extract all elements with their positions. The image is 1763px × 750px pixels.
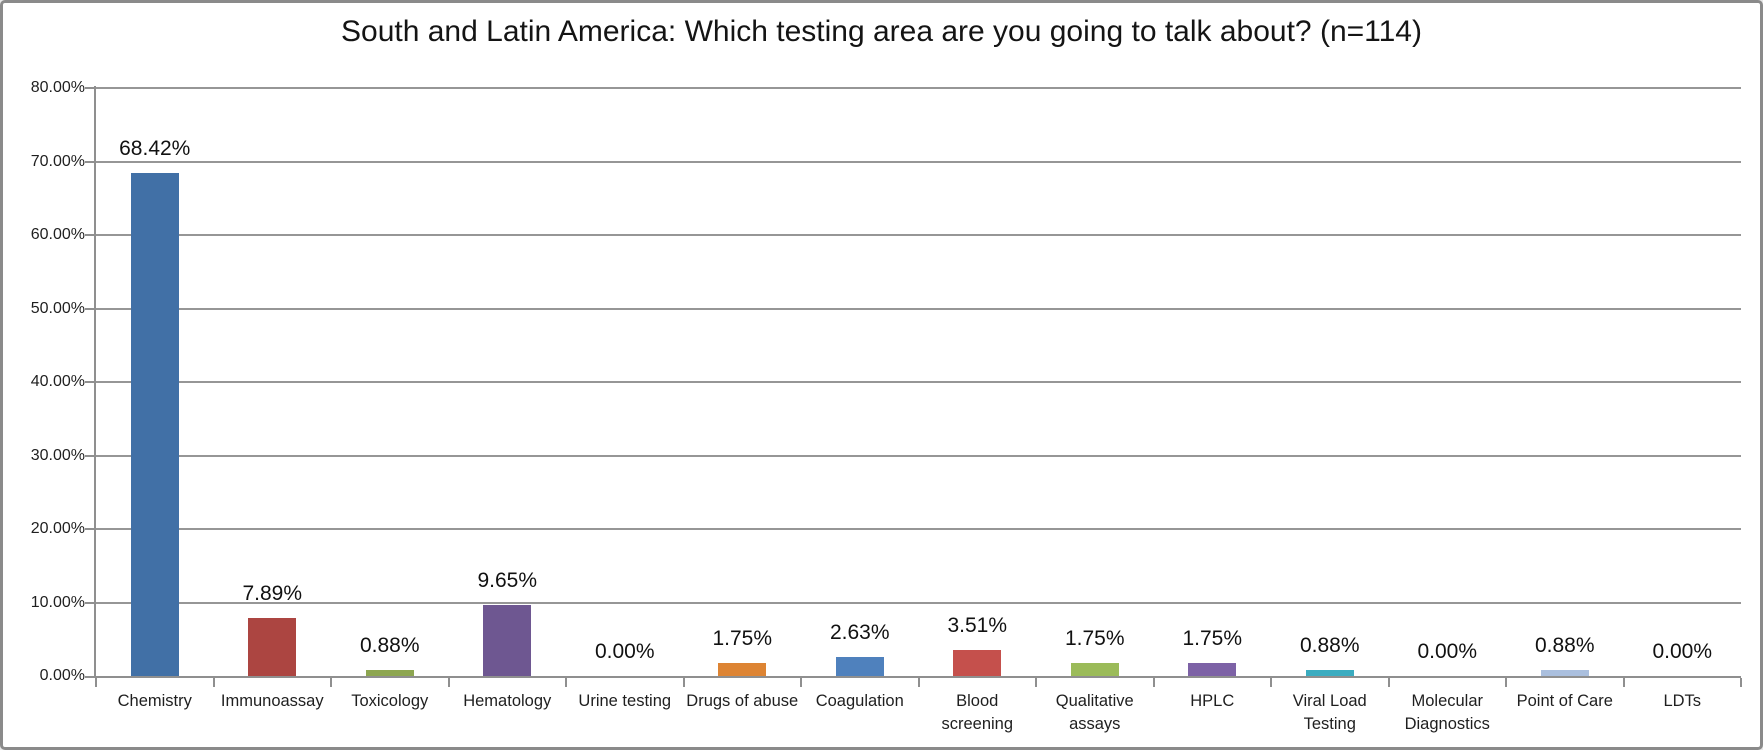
gridline bbox=[96, 307, 1741, 310]
y-axis-tick bbox=[85, 601, 94, 604]
category-label: Immunoassay bbox=[220, 692, 324, 710]
x-axis-tick bbox=[95, 678, 97, 687]
y-axis-tick bbox=[85, 676, 94, 678]
y-axis-tick bbox=[85, 234, 94, 236]
x-axis-tick bbox=[447, 678, 450, 687]
category-label: LDTs bbox=[1663, 692, 1702, 710]
bar-viral-load-testing bbox=[1305, 669, 1354, 676]
x-axis-tick bbox=[917, 678, 920, 687]
bar-blood-screening bbox=[953, 650, 1002, 676]
bar-value-label: 0.00% bbox=[1417, 640, 1478, 663]
gridline bbox=[96, 87, 1741, 89]
bar-value-label: 1.75% bbox=[712, 627, 773, 651]
bar-drugs-of-abuse bbox=[718, 663, 767, 676]
x-axis-tick bbox=[1035, 678, 1037, 687]
category-label: HPLC bbox=[1190, 692, 1235, 710]
bar-value-label: 68.42% bbox=[119, 137, 191, 161]
bar-point-of-care bbox=[1540, 669, 1589, 676]
category-label: Molecular Diagnostics bbox=[1404, 692, 1490, 733]
x-axis-tick bbox=[1505, 678, 1507, 687]
bar-value-label: 0.00% bbox=[594, 640, 655, 663]
y-axis-tick bbox=[85, 454, 94, 457]
bar-value-label: 7.89% bbox=[242, 582, 303, 606]
x-axis-tick bbox=[800, 678, 802, 687]
gridline bbox=[96, 381, 1741, 383]
category-label: Blood screening bbox=[941, 692, 1014, 733]
y-tick-label: 30.00% bbox=[30, 446, 85, 464]
x-axis-tick bbox=[1270, 678, 1272, 687]
bar-value-label: 0.00% bbox=[1652, 640, 1713, 663]
y-axis-tick bbox=[85, 160, 94, 163]
bar-value-label: 1.75% bbox=[1182, 627, 1243, 651]
gridline bbox=[96, 234, 1741, 236]
category-label: Chemistry bbox=[117, 692, 192, 710]
y-axis-line bbox=[94, 86, 96, 678]
category-label: Coagulation bbox=[815, 692, 904, 710]
category-label: Drugs of abuse bbox=[686, 692, 799, 710]
y-tick-label: 50.00% bbox=[30, 299, 85, 317]
bar-coagulation bbox=[835, 656, 884, 676]
bar-toxicology bbox=[365, 669, 414, 676]
y-axis-tick bbox=[85, 381, 94, 383]
bar-qualitative-assays bbox=[1070, 663, 1119, 676]
gridline bbox=[96, 528, 1741, 530]
category-label: Hematology bbox=[463, 692, 552, 710]
category-label: Toxicology bbox=[351, 692, 429, 710]
bar-value-label: 3.51% bbox=[947, 614, 1008, 638]
x-axis-tick bbox=[1622, 678, 1625, 687]
category-label: Viral Load Testing bbox=[1292, 692, 1367, 733]
bar-chemistry bbox=[130, 173, 179, 676]
bar-value-label: 9.65% bbox=[477, 569, 538, 593]
gridline bbox=[96, 160, 1741, 163]
bar-immunoassay bbox=[248, 618, 297, 676]
x-axis-labels: Chemistry Immunoassay Toxicology Hematology… bbox=[96, 690, 1741, 747]
y-tick-label: 20.00% bbox=[30, 520, 85, 537]
x-axis-tick bbox=[1387, 678, 1390, 687]
chart-title: South and Latin America: Which testing a… bbox=[341, 15, 1422, 48]
gridline bbox=[96, 601, 1741, 604]
y-axis-tick bbox=[85, 528, 94, 530]
x-axis-tick bbox=[330, 678, 332, 687]
plot-area: 68.42% 7.89% 0.88% 9.65% 0.00% 1.75% 2.63% 3.51… bbox=[85, 86, 1742, 687]
y-axis-tick bbox=[85, 307, 94, 310]
category-label: Point of Care bbox=[1516, 692, 1613, 710]
y-tick-label: 70.00% bbox=[30, 152, 85, 170]
x-axis-line bbox=[94, 676, 1741, 678]
bar-value-label: 1.75% bbox=[1064, 627, 1125, 651]
gridline bbox=[96, 454, 1741, 457]
x-axis-tick bbox=[1740, 678, 1742, 687]
bar-value-label: 0.88% bbox=[359, 633, 420, 657]
category-label: Urine testing bbox=[578, 692, 672, 710]
x-axis-tick bbox=[682, 678, 685, 687]
x-axis-tick bbox=[565, 678, 567, 687]
bar-hematology bbox=[483, 605, 532, 676]
y-tick-label: 10.00% bbox=[30, 593, 85, 611]
bar-hplc bbox=[1188, 663, 1237, 676]
bar-value-label: 0.88% bbox=[1299, 633, 1360, 657]
category-label: Qualitative assays bbox=[1055, 692, 1134, 733]
y-tick-label: 80.00% bbox=[30, 79, 85, 96]
x-axis-tick bbox=[212, 678, 215, 687]
bar-value-label: 2.63% bbox=[829, 620, 890, 644]
bar-value-label: 0.88% bbox=[1534, 633, 1595, 657]
x-axis-tick bbox=[1152, 678, 1155, 687]
y-tick-label: 40.00% bbox=[30, 373, 85, 390]
y-tick-label: 0.00% bbox=[39, 667, 85, 684]
y-axis-tick bbox=[85, 87, 94, 89]
y-tick-label: 60.00% bbox=[30, 226, 85, 243]
